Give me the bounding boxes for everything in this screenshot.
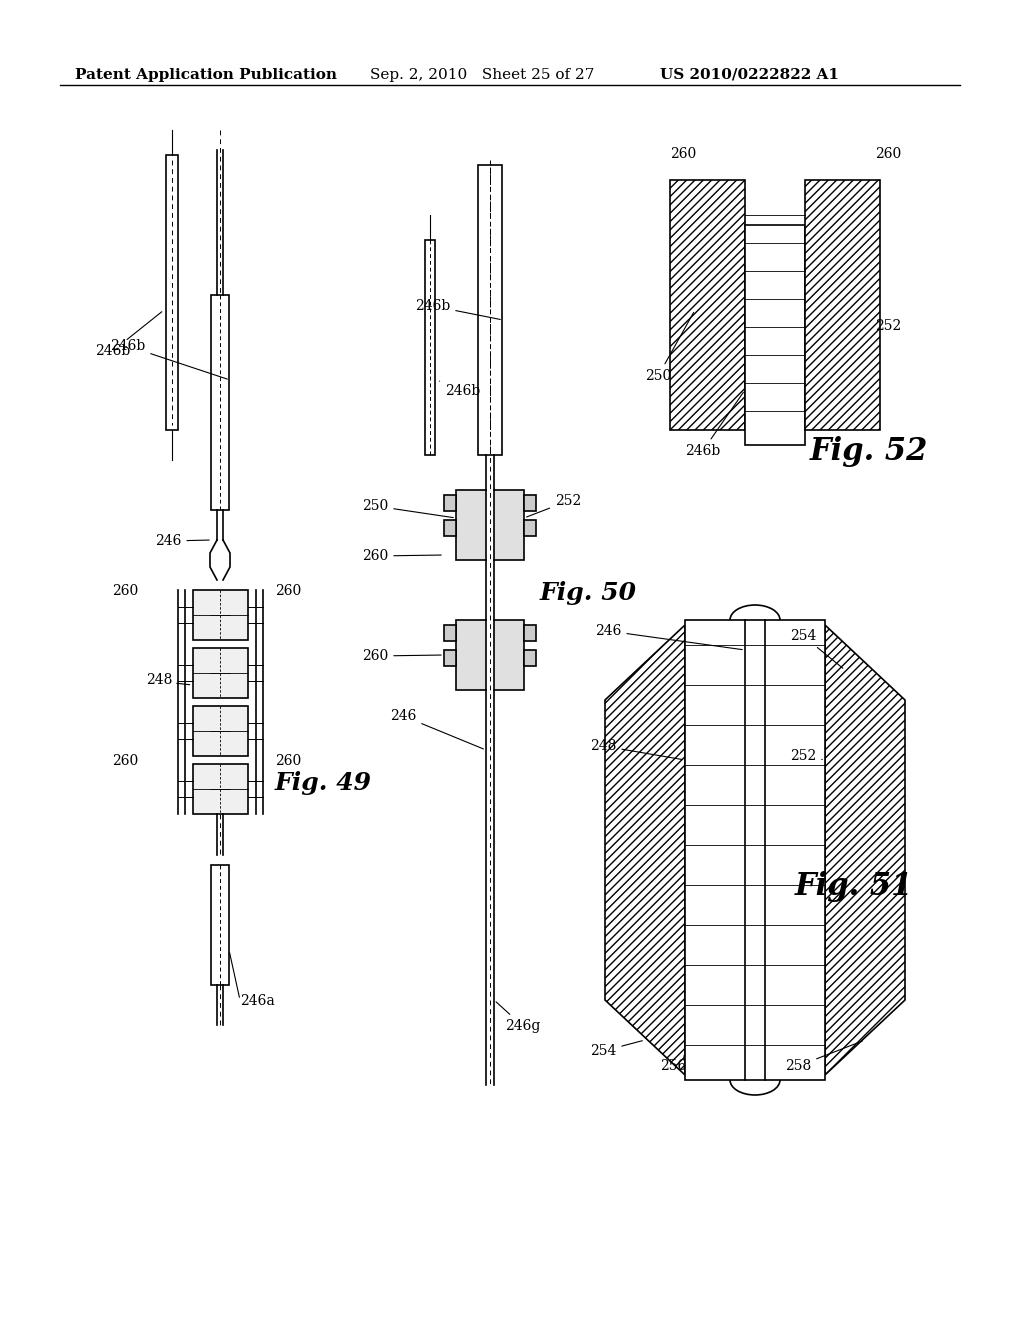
- Bar: [193, 590, 248, 640]
- Bar: [805, 180, 880, 430]
- Text: 260: 260: [670, 147, 696, 161]
- Text: 246b: 246b: [439, 381, 480, 399]
- Text: 246b: 246b: [685, 392, 743, 458]
- Text: 246a: 246a: [240, 994, 274, 1008]
- Bar: [444, 495, 456, 511]
- Bar: [670, 180, 745, 430]
- Text: Fig. 49: Fig. 49: [275, 771, 372, 795]
- Bar: [166, 154, 178, 430]
- Text: 248: 248: [145, 673, 172, 686]
- Bar: [211, 865, 229, 985]
- Bar: [524, 495, 536, 511]
- Text: 260: 260: [112, 754, 138, 768]
- Bar: [211, 294, 229, 510]
- Bar: [193, 648, 248, 698]
- Text: 260: 260: [275, 583, 301, 598]
- Bar: [444, 624, 456, 642]
- Text: Fig. 51: Fig. 51: [795, 871, 913, 902]
- Bar: [456, 620, 486, 690]
- Polygon shape: [825, 624, 905, 1074]
- Bar: [193, 764, 248, 814]
- Text: 260: 260: [275, 754, 301, 768]
- Text: 254: 254: [590, 1040, 642, 1059]
- Text: 246b: 246b: [415, 300, 501, 319]
- Text: Sep. 2, 2010   Sheet 25 of 27: Sep. 2, 2010 Sheet 25 of 27: [370, 69, 594, 82]
- Text: 260: 260: [112, 583, 138, 598]
- Text: 252: 252: [874, 319, 901, 333]
- Text: 246: 246: [390, 709, 483, 748]
- Text: 246g: 246g: [496, 1002, 541, 1034]
- Bar: [685, 620, 825, 1080]
- Text: 260: 260: [362, 649, 441, 663]
- Bar: [524, 649, 536, 667]
- Bar: [494, 620, 524, 690]
- Text: 246: 246: [595, 624, 742, 649]
- Text: 252: 252: [790, 748, 822, 763]
- Text: 248: 248: [590, 739, 682, 759]
- Text: 250: 250: [645, 313, 693, 383]
- Text: 246: 246: [155, 535, 209, 548]
- Bar: [444, 649, 456, 667]
- Text: 246b: 246b: [110, 339, 227, 379]
- Bar: [193, 706, 248, 756]
- Text: Patent Application Publication: Patent Application Publication: [75, 69, 337, 82]
- Bar: [524, 624, 536, 642]
- Text: Fig. 52: Fig. 52: [810, 436, 929, 467]
- Text: US 2010/0222822 A1: US 2010/0222822 A1: [660, 69, 839, 82]
- Bar: [478, 165, 502, 455]
- Text: 246b: 246b: [95, 312, 162, 358]
- Text: 256: 256: [660, 1055, 686, 1073]
- Bar: [444, 520, 456, 536]
- Text: 260: 260: [362, 549, 441, 564]
- Text: Fig. 50: Fig. 50: [540, 581, 637, 605]
- Bar: [494, 490, 524, 560]
- Polygon shape: [605, 624, 685, 1074]
- Bar: [745, 224, 805, 445]
- Text: 260: 260: [874, 147, 901, 161]
- Bar: [456, 490, 486, 560]
- Bar: [425, 240, 435, 455]
- Bar: [524, 520, 536, 536]
- Text: 254: 254: [790, 630, 843, 668]
- Text: 250: 250: [362, 499, 454, 517]
- Text: 258: 258: [785, 1041, 862, 1073]
- Text: 252: 252: [526, 494, 582, 517]
